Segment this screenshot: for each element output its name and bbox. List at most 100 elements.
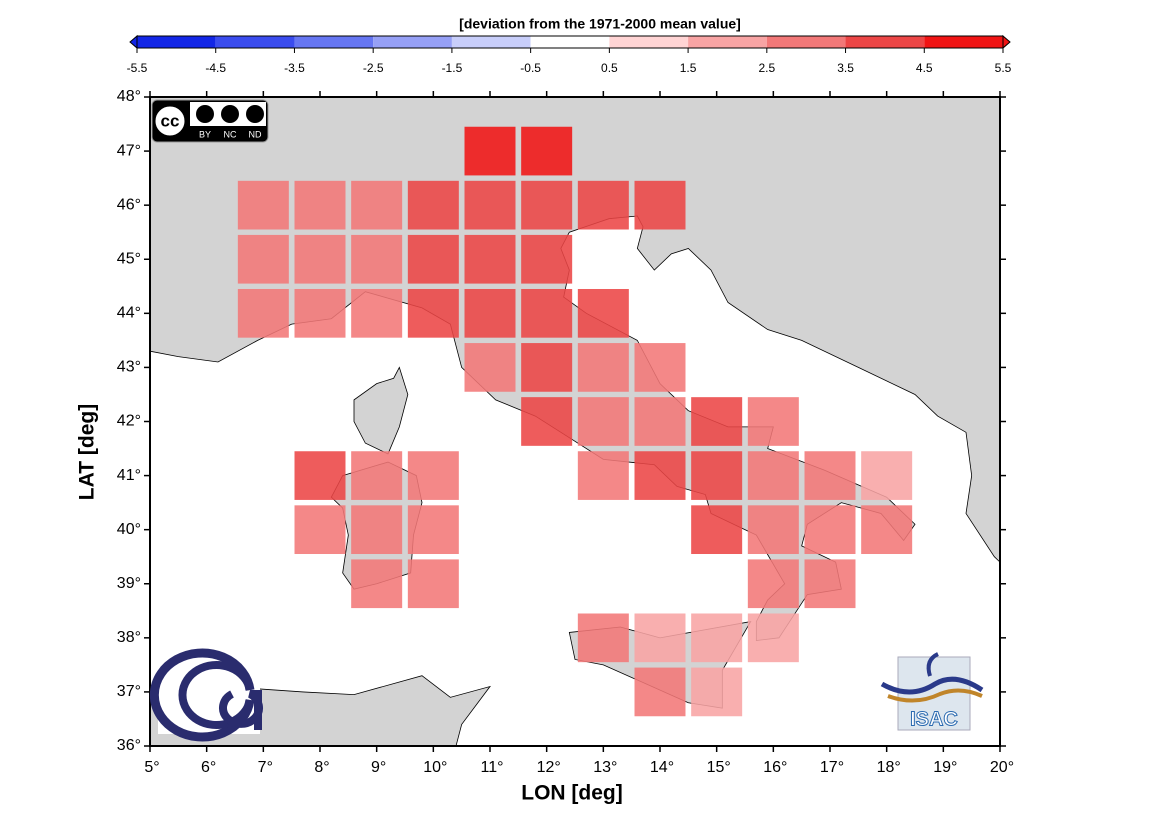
x-tick-label: 20° — [990, 759, 1014, 776]
y-tick-label: 36° — [117, 737, 141, 754]
x-tick-label: 11° — [480, 759, 503, 776]
grid-cell — [464, 234, 516, 284]
grid-cell — [577, 613, 629, 663]
x-tick-label: 16° — [763, 759, 787, 776]
grid-cell — [521, 343, 573, 392]
grid-cell — [294, 234, 346, 284]
grid-cell — [407, 234, 459, 284]
grid-cell — [577, 451, 629, 500]
grid-cell — [691, 505, 743, 555]
axes: 5° 6° 7° 8° 9° 10° 11° 12° 13° 14° 15° 16° 17° 18° 19°… — [117, 88, 1014, 776]
grid-cell — [237, 288, 289, 338]
grid-cell — [294, 451, 346, 500]
cc-text: cc — [161, 111, 180, 130]
x-tick-label: 9° — [371, 759, 386, 776]
y-tick-label: 39° — [117, 575, 141, 592]
colorbar-tick-label: -1.5 — [442, 61, 463, 75]
colorbar-bin — [451, 36, 531, 48]
grid-cell — [634, 180, 686, 230]
grid-cell — [407, 451, 459, 500]
grid-cell — [634, 451, 686, 500]
y-tick-label: 47° — [117, 142, 141, 159]
grid-cell — [351, 451, 403, 500]
y-tick-label: 40° — [117, 521, 141, 538]
nd-icon — [246, 105, 264, 123]
grid-cell — [747, 559, 799, 609]
colorbar-tick-label: 1.5 — [680, 61, 697, 75]
grid-cell — [237, 234, 289, 284]
grid-cell — [804, 505, 856, 555]
grid-cell — [407, 559, 459, 609]
grid-cell — [351, 180, 403, 230]
isac-logo-box — [897, 656, 971, 731]
cc-badge: cc BY NC ND — [151, 99, 269, 143]
x-tick-label: 7° — [258, 759, 273, 776]
y-tick-label: 38° — [117, 629, 141, 646]
isac-wave — [887, 688, 983, 703]
licence-by: BY — [199, 129, 211, 139]
grid-cell — [464, 343, 516, 392]
colorbar-tick-label: 5.5 — [995, 61, 1012, 75]
grid-cell — [351, 288, 403, 338]
grid-cell — [747, 451, 799, 500]
colorbar-bin — [137, 36, 216, 48]
grid-cell — [351, 234, 403, 284]
colorbar-bin — [215, 36, 295, 48]
colorbar-tick-label: -2.5 — [363, 61, 384, 75]
grid-cell — [464, 288, 516, 338]
y-tick-label: 46° — [117, 196, 141, 213]
y-axis-label: LAT [deg] — [76, 404, 99, 500]
colorbar-bin — [688, 36, 767, 48]
x-tick-label: 12° — [537, 759, 561, 776]
grid-cell — [521, 126, 573, 176]
x-tick-label: 19° — [933, 759, 957, 776]
x-axis-label: LON [deg] — [521, 782, 622, 805]
grid-cell — [861, 505, 913, 555]
x-tick-label: 8° — [314, 759, 329, 776]
grid-cell — [691, 451, 743, 500]
cnr-logo — [149, 648, 263, 742]
grid-cell — [521, 234, 573, 284]
colorbar-bin — [766, 36, 846, 48]
grid-cell — [634, 667, 686, 717]
grid-cell — [691, 397, 743, 446]
isac-wave — [880, 676, 984, 695]
grid-cell — [407, 180, 459, 230]
grid-cell — [691, 613, 743, 663]
grid-cell — [237, 180, 289, 230]
x-tick-label: 6° — [201, 759, 216, 776]
colorbar-bin — [294, 36, 374, 48]
grid-cell — [634, 343, 686, 392]
grid-cell — [521, 288, 573, 338]
grid-cell — [351, 505, 403, 555]
x-tick-label: 5° — [144, 759, 159, 776]
grid-cell — [747, 397, 799, 446]
land-mainland — [150, 97, 1000, 641]
x-tick-label: 17° — [820, 759, 844, 776]
grid-cell — [351, 559, 403, 609]
grid-cell — [577, 343, 629, 392]
grid-cell — [464, 180, 516, 230]
colorbar: -5.5 -4.5 -3.5 -2.5 -1.5 -0.5 0.5 1.5 2.5 3.5 4.5 5… — [127, 34, 1012, 75]
by-icon — [196, 105, 214, 123]
grid-cell — [861, 451, 913, 500]
x-tick-label: 13° — [593, 759, 617, 776]
grid-cell — [634, 397, 686, 446]
colorbar-bin — [924, 36, 1003, 48]
colorbar-tick-label: 4.5 — [916, 61, 933, 75]
licence-nc: NC — [224, 129, 237, 139]
grid-cell — [577, 397, 629, 446]
colorbar-tick-label: -4.5 — [205, 61, 226, 75]
colorbar-bin — [373, 36, 452, 48]
land-corsica — [353, 366, 409, 455]
colorbar-tick-label: 3.5 — [837, 61, 854, 75]
grid-cell — [804, 451, 856, 500]
y-tick-label: 45° — [117, 250, 141, 267]
grid-cell — [407, 505, 459, 555]
isac-drop — [926, 652, 939, 677]
grid-cell — [294, 288, 346, 338]
grid-cell — [747, 613, 799, 663]
colorbar-tick-label: 2.5 — [758, 61, 775, 75]
cc-circle — [152, 103, 188, 139]
isac-logo: ISAC — [880, 652, 984, 731]
